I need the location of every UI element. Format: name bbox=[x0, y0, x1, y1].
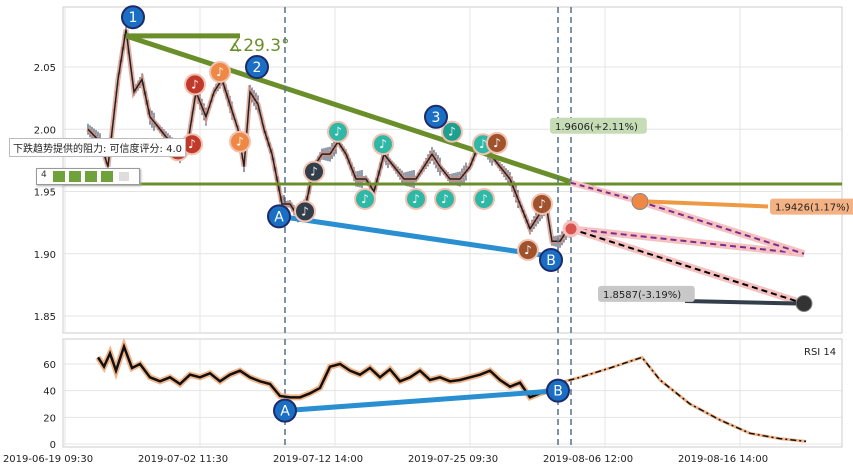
projection-line bbox=[570, 181, 641, 203]
rating-star-icon bbox=[85, 171, 97, 182]
note-marker-icon bbox=[354, 187, 376, 210]
wave-label-marker bbox=[424, 104, 448, 129]
wave-label-marker bbox=[267, 204, 291, 229]
y-tick-label: 2.05 bbox=[34, 63, 56, 74]
rsi-line bbox=[96, 342, 549, 399]
note-marker-icon bbox=[531, 192, 553, 215]
projection-start-marker bbox=[562, 220, 580, 238]
note-marker-icon bbox=[327, 120, 349, 143]
note-marker-glyph: ♪ bbox=[216, 65, 224, 79]
note-marker-glyph: ♪ bbox=[441, 192, 449, 206]
x-tick-label: 2019-06-19 09:30 bbox=[3, 454, 93, 465]
note-marker-icon bbox=[372, 133, 394, 156]
arrow-line bbox=[647, 199, 769, 209]
note-marker-glyph: ♪ bbox=[538, 197, 546, 211]
wave-label-marker bbox=[245, 55, 269, 79]
rsi-wave-label: B bbox=[553, 384, 563, 400]
resistance-label: 下跌趋势提供的阻力: 可信度评分: 4.0 bbox=[9, 138, 186, 157]
note-marker-icon bbox=[434, 187, 456, 210]
y-tick-label: 1.85 bbox=[34, 312, 56, 323]
annotation-label: 1.9426(1.17%) bbox=[775, 203, 850, 214]
arrow-line bbox=[684, 299, 797, 306]
wave-label: A bbox=[274, 209, 284, 225]
annotation-badge bbox=[550, 117, 647, 134]
wave-label: B bbox=[546, 253, 556, 269]
wave-label-marker bbox=[539, 247, 563, 272]
x-tick-label: 2019-08-16 14:00 bbox=[678, 454, 768, 465]
rsi-panel bbox=[62, 338, 843, 448]
x-tick-label: 2019-07-02 11:30 bbox=[138, 454, 228, 465]
rating-box: 4 bbox=[36, 168, 140, 185]
y-tick-label: 1.95 bbox=[34, 188, 56, 199]
grid-lines bbox=[63, 7, 842, 447]
projection-target-marker bbox=[631, 192, 649, 210]
projection-line bbox=[639, 200, 805, 255]
projection-target-marker bbox=[795, 295, 813, 313]
note-marker-glyph: ♪ bbox=[334, 125, 342, 139]
annotation-label: 1.8587(-3.19%) bbox=[603, 290, 681, 301]
wave-label: 3 bbox=[432, 110, 441, 126]
note-marker-glyph: ♪ bbox=[379, 137, 387, 151]
note-marker-icon bbox=[441, 120, 463, 143]
note-marker-glyph: ♪ bbox=[412, 192, 420, 206]
y-tick-label: 1.90 bbox=[34, 250, 56, 261]
x-tick-label: 2019-07-12 14:00 bbox=[273, 454, 363, 465]
note-marker-glyph: ♪ bbox=[191, 77, 199, 91]
note-marker-glyph: ♪ bbox=[301, 204, 309, 218]
rsi-wave-label-marker bbox=[546, 378, 570, 403]
rsi-y-tick-label: 0 bbox=[50, 440, 56, 451]
note-marker-glyph: ♪ bbox=[480, 192, 488, 206]
price-panel bbox=[62, 6, 843, 334]
note-marker-icon bbox=[209, 60, 231, 83]
annotation-badge bbox=[770, 198, 853, 215]
rating-star-icon bbox=[69, 171, 81, 182]
rsi-y-tick-label: 20 bbox=[43, 413, 56, 424]
note-marker-icon bbox=[473, 187, 495, 210]
annotation-label: 1.9606(+2.11%) bbox=[555, 122, 638, 133]
note-marker-glyph: ♪ bbox=[448, 125, 456, 139]
note-marker-icon bbox=[303, 160, 325, 183]
rating-value: 4 bbox=[41, 170, 47, 180]
projection-line bbox=[570, 227, 805, 255]
note-marker-icon bbox=[294, 200, 316, 223]
wave-label: 1 bbox=[129, 10, 138, 26]
x-tick-label: 2019-07-25 09:30 bbox=[408, 454, 498, 465]
note-marker-glyph: ♪ bbox=[493, 136, 501, 150]
angle-label: ∡29.3° bbox=[228, 36, 290, 56]
x-tick-label: 2019-08-06 12:00 bbox=[543, 454, 633, 465]
note-marker-icon bbox=[184, 73, 206, 96]
projection-line bbox=[570, 227, 805, 305]
rsi-title: RSI 14 bbox=[804, 347, 836, 358]
rsi-y-tick-label: 60 bbox=[43, 360, 56, 371]
rsi-wave-label-marker bbox=[273, 398, 297, 423]
y-tick-label: 2.00 bbox=[34, 125, 56, 136]
support-trendline bbox=[279, 213, 551, 259]
note-marker-icon bbox=[405, 187, 427, 210]
note-marker-glyph: ♪ bbox=[361, 192, 369, 206]
note-marker-glyph: ♪ bbox=[236, 135, 244, 149]
rating-star-icon bbox=[53, 171, 65, 182]
note-marker-glyph: ♪ bbox=[188, 137, 196, 151]
note-marker-icon bbox=[486, 131, 508, 154]
note-marker-icon bbox=[517, 239, 539, 262]
wave-label: 2 bbox=[253, 60, 262, 76]
downtrend-line bbox=[125, 33, 571, 184]
note-marker-glyph: ♪ bbox=[310, 165, 318, 179]
rsi-y-tick-label: 40 bbox=[43, 387, 56, 398]
note-marker-glyph: ♪ bbox=[524, 243, 532, 257]
rating-empty-icon bbox=[119, 172, 129, 181]
rsi-projection bbox=[554, 356, 807, 443]
note-marker-glyph: ♪ bbox=[479, 137, 487, 151]
rsi-wave-label: A bbox=[280, 404, 290, 420]
wave-label-marker bbox=[121, 5, 145, 30]
annotation-badge bbox=[598, 285, 695, 302]
note-marker-icon bbox=[229, 130, 251, 153]
rsi-trendline bbox=[284, 388, 559, 414]
rating-star-icon bbox=[101, 171, 113, 182]
